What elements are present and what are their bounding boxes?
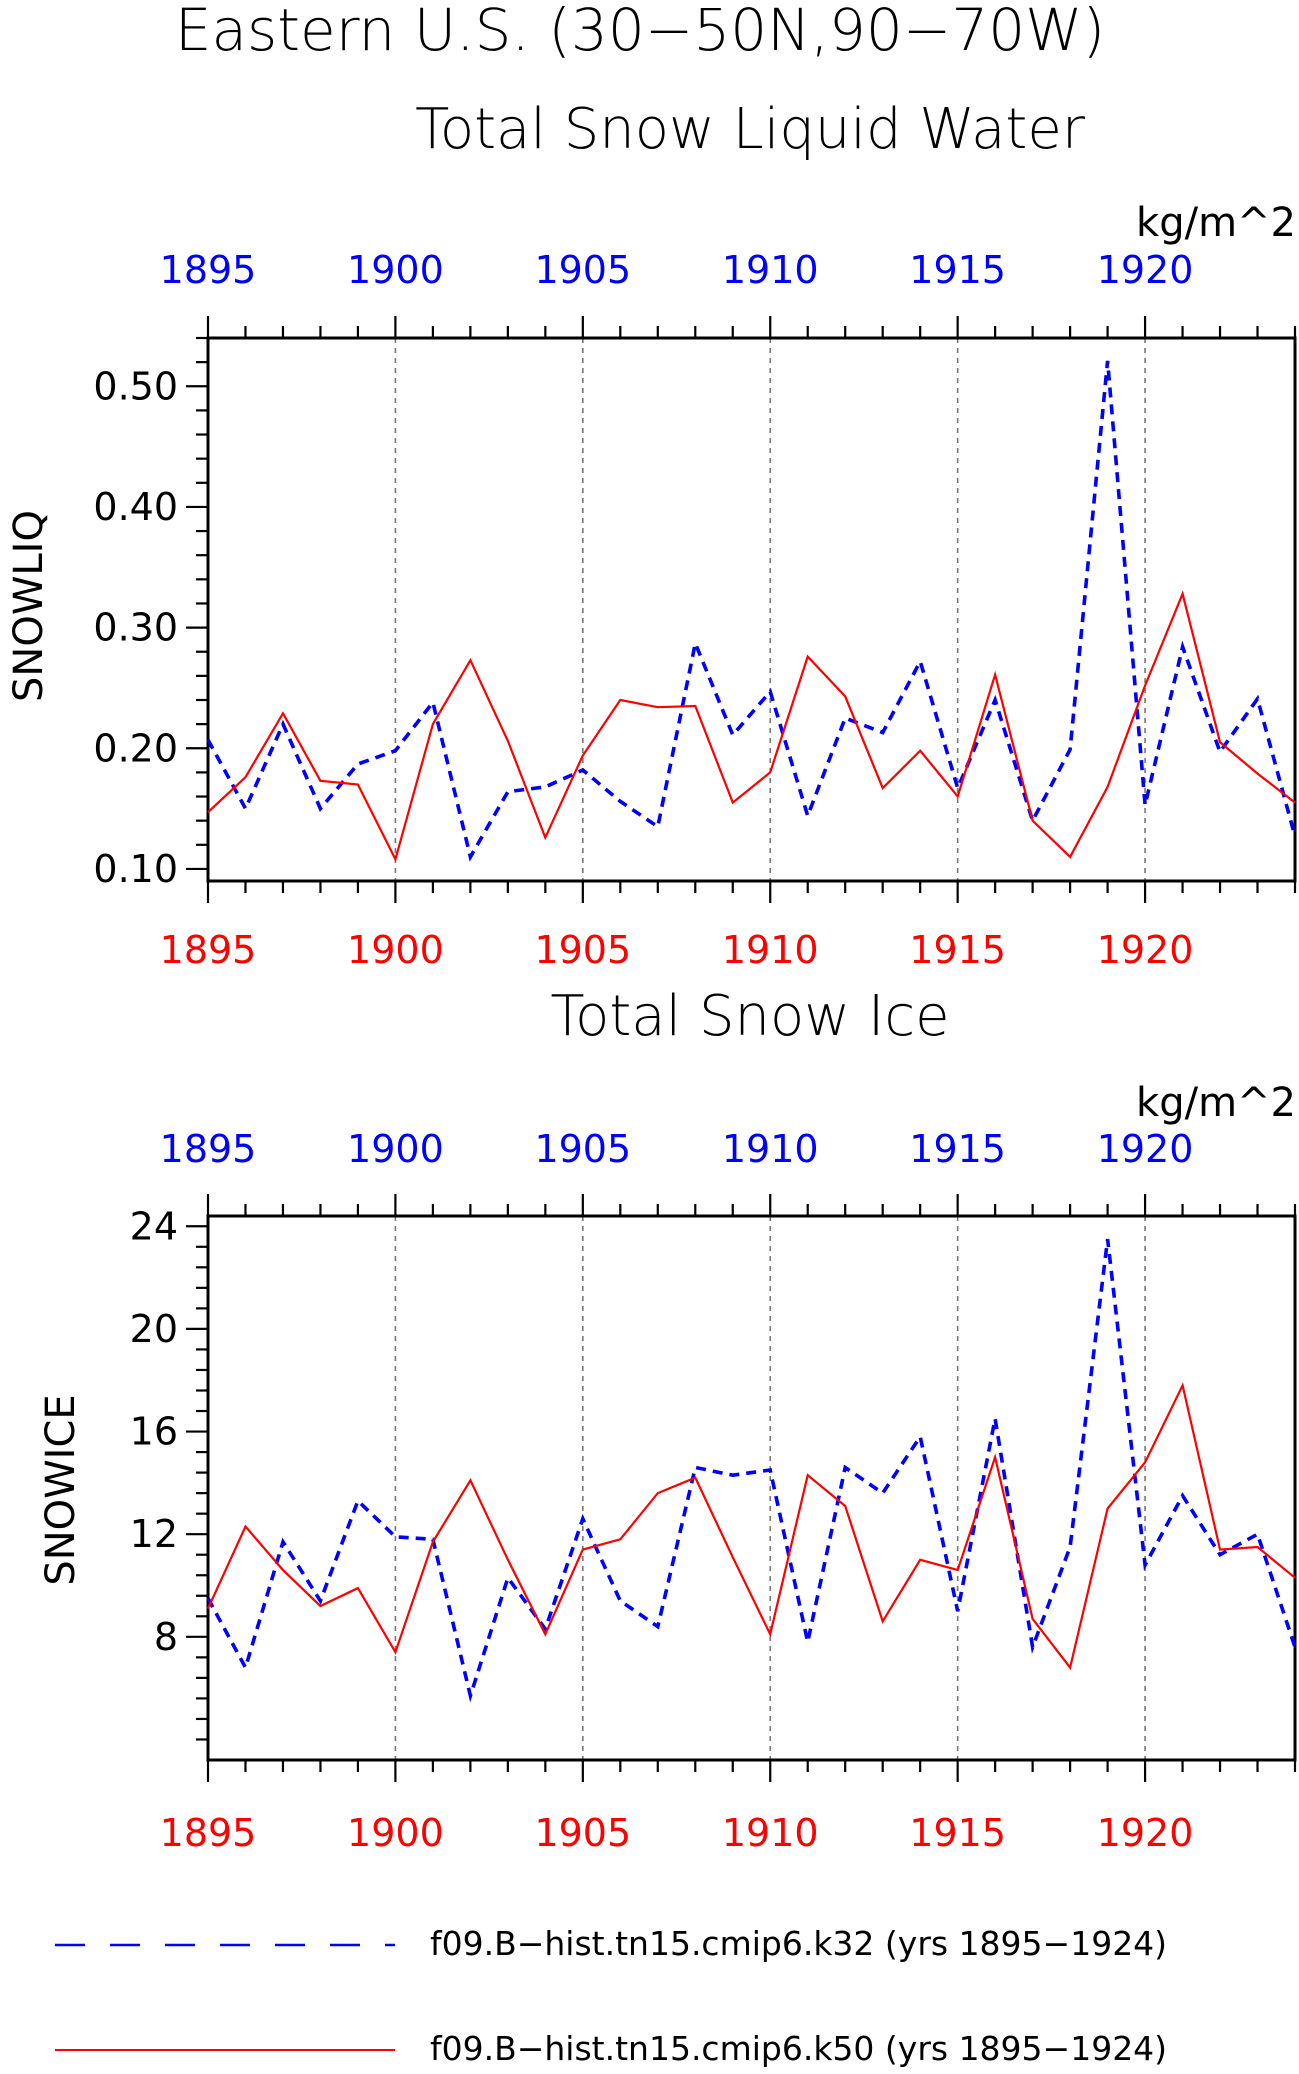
panel-title: Total Snow Ice [550,984,949,1049]
x-tick-label-top: 1895 [160,1127,257,1171]
y-tick-label: 16 [130,1410,178,1454]
y-tick-label: 24 [130,1204,178,1248]
y-axis-title: SNOWICE [38,1394,84,1585]
units-label: kg/m^2 [1136,200,1296,246]
y-tick-label: 0.50 [93,364,178,408]
x-tick-label-bottom: 1910 [722,1811,819,1855]
x-tick-label-top: 1905 [534,1127,631,1171]
panel-title: Total Snow Liquid Water [415,97,1085,162]
x-tick-label-top: 1905 [534,248,631,292]
series-line-k50 [206,1382,1296,1671]
y-tick-label: 0.10 [93,847,178,891]
legend-label: f09.B−hist.tn15.cmip6.k32 (yrs 1895−1924… [430,1924,1167,1963]
x-tick-label-top: 1910 [722,248,819,292]
x-tick-label-bottom: 1915 [909,928,1006,972]
snowliq-panel: Total Snow Liquid Water kg/m^2 SNOWLIQ 1895… [6,97,1297,972]
x-tick-label-bottom: 1905 [534,928,631,972]
y-tick-label: 0.30 [93,606,178,650]
figure-title: Eastern U.S. (30−50N,90−70W) [175,0,1105,64]
x-tick-label-top: 1900 [347,1127,444,1171]
x-tick-label-top: 1920 [1097,1127,1194,1171]
x-tick-label-top: 1895 [160,248,257,292]
x-tick-label-top: 1915 [909,1127,1006,1171]
x-tick-label-bottom: 1920 [1097,928,1194,972]
units-label: kg/m^2 [1136,1080,1296,1126]
x-tick-label-top: 1920 [1097,248,1194,292]
y-tick-label: 12 [130,1512,178,1556]
x-tick-label-bottom: 1900 [347,928,444,972]
series-line-k50 [207,590,1296,863]
plot-frame [206,336,1297,883]
series-line-k32 [206,360,1297,862]
x-tick-label-bottom: 1895 [160,1811,257,1855]
x-tick-label-bottom: 1915 [909,1811,1006,1855]
series-line-k32 [206,1238,1297,1703]
x-tick-label-bottom: 1895 [160,928,257,972]
x-tick-label-bottom: 1905 [534,1811,631,1855]
x-tick-label-bottom: 1910 [722,928,819,972]
x-tick-label-bottom: 1920 [1097,1811,1194,1855]
legend: f09.B−hist.tn15.cmip6.k32 (yrs 1895−1924… [55,1924,1167,2068]
snowice-panel: Total Snow Ice kg/m^2 SNOWICE 1895 1895 1900 1… [38,984,1297,1855]
x-tick-label-top: 1910 [722,1127,819,1171]
y-tick-label: 20 [130,1307,178,1351]
y-axis-title: SNOWLIQ [6,510,52,702]
x-tick-label-bottom: 1900 [347,1811,444,1855]
plot-frame [206,1214,1297,1762]
x-tick-label-top: 1915 [909,248,1006,292]
y-tick-label: 0.40 [93,485,178,529]
legend-label: f09.B−hist.tn15.cmip6.k50 (yrs 1895−1924… [430,2029,1167,2068]
x-tick-label-top: 1900 [347,248,444,292]
y-tick-label: 0.20 [93,726,178,770]
y-tick-label: 8 [154,1615,178,1659]
